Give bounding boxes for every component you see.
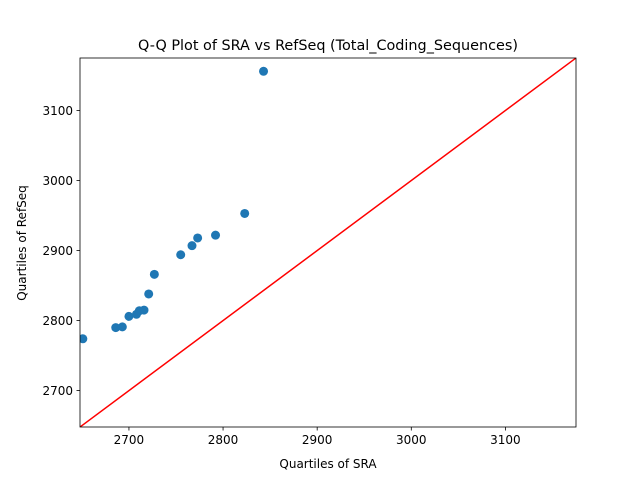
data-point — [259, 66, 269, 76]
data-point — [80, 334, 88, 344]
data-point — [149, 269, 159, 279]
reference-line — [80, 58, 576, 427]
y-tick-label: 3100 — [42, 104, 73, 118]
data-points — [80, 66, 269, 344]
data-point — [240, 208, 250, 218]
data-point — [117, 322, 127, 332]
data-point — [144, 289, 154, 299]
y-tick-label: 2900 — [42, 244, 73, 258]
data-point — [211, 230, 221, 240]
chart-title: Q-Q Plot of SRA vs RefSeq (Total_Coding_… — [138, 38, 518, 54]
y-tick-label: 2800 — [42, 314, 73, 328]
x-axis-label: Quartiles of SRA — [279, 457, 377, 471]
x-tick-label: 2800 — [208, 433, 239, 447]
data-point — [176, 250, 186, 260]
plot-area — [80, 58, 576, 427]
x-tick-label: 2700 — [114, 433, 145, 447]
y-axis-label: Quartiles of RefSeq — [15, 185, 29, 301]
data-point — [111, 323, 121, 333]
x-tick-label: 3000 — [396, 433, 427, 447]
data-point — [124, 311, 134, 321]
y-tick-label: 2700 — [42, 384, 73, 398]
axes-frame — [79, 57, 577, 428]
y-axis-ticks: 2700 2800 2900 3000 3100 — [42, 104, 80, 398]
x-tick-label: 2900 — [302, 433, 333, 447]
x-tick-label: 3100 — [490, 433, 521, 447]
data-point — [139, 305, 149, 315]
x-axis-ticks: 2700 2800 2900 3000 3100 — [114, 427, 521, 447]
data-point — [193, 233, 203, 243]
data-point — [187, 241, 197, 251]
y-tick-label: 3000 — [42, 174, 73, 188]
